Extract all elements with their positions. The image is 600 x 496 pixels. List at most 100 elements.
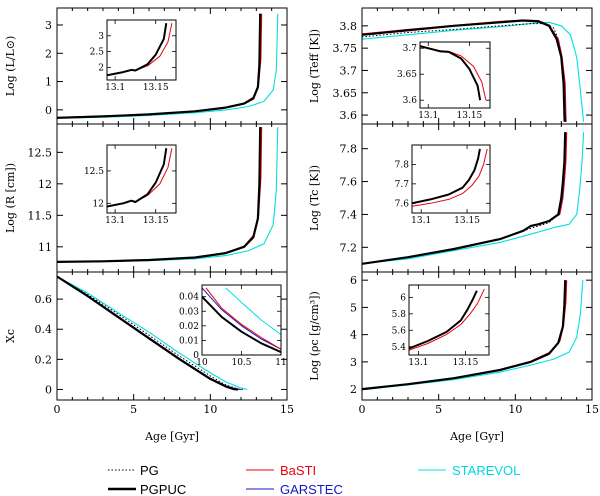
y-tick-label: 3.65 — [333, 87, 358, 100]
x-tick-label: 15 — [585, 403, 599, 416]
inset-frame — [106, 19, 177, 81]
series-line-pgpuc — [57, 127, 262, 263]
y-tick-label: 7.6 — [340, 176, 358, 189]
y-tick-label: 3.75 — [333, 42, 358, 55]
inset-y-tick-label: 3.6 — [403, 96, 418, 106]
y-axis-label: Xc — [4, 329, 17, 343]
series-line-pgpuc — [202, 296, 281, 354]
inset-y-tick-label: 3.7 — [403, 44, 418, 54]
panel-Xc: 0 5 10 15 Age [Gyr] 0 0.2 0.4 0.6 Xc 10 10.5 11 0 0.01… — [4, 271, 294, 443]
series-line-pgpuc — [409, 290, 478, 350]
y-axis-label: Log (ρc [g/cm³]) — [308, 291, 321, 381]
legend-label-basti: BaSTI — [280, 463, 316, 478]
series-line-basti — [412, 148, 488, 207]
y-tick-label: 0.2 — [35, 353, 53, 366]
x-tick-label: 10 — [508, 403, 522, 416]
inset-x-tick-label: 13.15 — [143, 216, 169, 226]
series-line-pgpuc — [57, 275, 239, 391]
inset-y-tick-label: 12.5 — [84, 167, 104, 177]
series-line-pgpuc — [362, 19, 566, 122]
panel-logTeff: 3.6 3.65 3.7 3.75 3.8 Log (Teff [K]) 13.1 13.15… — [308, 7, 593, 125]
x-tick-label: 15 — [280, 403, 294, 416]
y-tick-label: 7.4 — [340, 208, 358, 221]
inset-frame — [106, 144, 177, 214]
y-tick-label: 4 — [350, 329, 357, 342]
inset-Xc: 10 10.5 11 0 0.01 0.02 0.03 0.04 — [179, 284, 287, 368]
inset-y-tick-label: 2.5 — [90, 48, 105, 58]
inset-x-tick-label: 13.1 — [411, 216, 431, 226]
y-tick-label: 0.4 — [35, 323, 53, 336]
panel-logRhoc: 0 5 10 15 Age [Gyr] 2 3 4 5 6 Log (ρc [g/cm³]) 13.1… — [308, 271, 599, 443]
inset-x-tick-label: 10 — [196, 358, 208, 368]
inset-y-tick-label: 7.7 — [395, 180, 410, 190]
legend-label-starevol: STAREVOL — [452, 463, 520, 478]
series-line-pgpuc — [107, 148, 168, 208]
inset-x-tick-label: 10.5 — [231, 358, 251, 368]
inset-x-tick-label: 13.1 — [105, 216, 125, 226]
inset-x-tick-label: 13.15 — [457, 111, 483, 121]
y-tick-label: 7.2 — [340, 241, 358, 254]
inset-y-tick-label: 3.65 — [397, 70, 417, 80]
y-tick-label: 0.6 — [35, 293, 53, 306]
y-tick-label: 0 — [45, 383, 52, 396]
x-tick-label: 0 — [359, 403, 366, 416]
x-axis-label: Age [Gyr] — [144, 430, 199, 443]
inset-x-tick-label: 13.1 — [408, 358, 428, 368]
inset-x-tick-label: 13.15 — [143, 83, 169, 93]
inset-logTeff: 13.1 13.15 3.6 3.65 3.7 — [397, 41, 491, 121]
inset-frame — [411, 144, 491, 214]
y-tick-label: 2 — [350, 383, 357, 396]
inset-y-tick-label: 6 — [400, 293, 406, 303]
inset-y-tick-label: 2 — [98, 63, 104, 73]
inset-y-tick-label: 5.8 — [392, 310, 407, 320]
series-line-pgpuc — [107, 23, 168, 77]
x-tick-label: 10 — [203, 403, 217, 416]
series-line-pgpuc — [420, 45, 482, 101]
panel-logL: 0 1 2 3 Log (L/L⊙) 13.1 13.15 2 2.5 3 — [4, 7, 288, 125]
y-tick-label: 11 — [38, 241, 52, 254]
y-tick-label: 3.8 — [340, 20, 358, 33]
inset-frame — [201, 284, 282, 356]
y-axis-label: Log (L/L⊙) — [4, 36, 17, 97]
x-tick-label: 5 — [435, 403, 442, 416]
y-tick-label: 12.5 — [28, 146, 53, 159]
inset-y-tick-label: 3 — [98, 32, 104, 42]
inset-y-tick-label: 5.4 — [392, 343, 407, 353]
legend: PG PGPUC BaSTI GARSTEC STAREVOL — [108, 463, 520, 496]
inset-y-tick-label: 0.02 — [179, 322, 199, 332]
y-axis-label: Log (R [cm]) — [4, 163, 17, 233]
inset-y-tick-label: 12 — [93, 199, 104, 209]
inset-x-tick-label: 13.1 — [418, 111, 438, 121]
plot-frame — [56, 271, 288, 401]
y-axis-label: Log (Tc [K]) — [308, 165, 321, 231]
series-line-basti — [205, 287, 281, 350]
inset-frame — [408, 284, 490, 356]
panel-logTc: 7.2 7.4 7.6 7.8 Log (Tc [K]) 13.1 13.15 7.6 7.7 7… — [308, 123, 593, 273]
x-tick-label: 0 — [54, 403, 61, 416]
y-tick-label: 3.6 — [340, 109, 358, 122]
series-line-starevol — [362, 132, 585, 265]
inset-y-tick-label: 0.04 — [179, 293, 199, 303]
inset-y-tick-label: 0 — [193, 351, 199, 361]
series-line-pgpuc — [362, 132, 567, 265]
plot-frame — [361, 271, 593, 401]
legend-label-pgpuc: PGPUC — [140, 482, 186, 496]
series-line-pgpuc — [362, 280, 567, 391]
series-line-pgpuc — [412, 148, 481, 205]
inset-frame — [419, 41, 491, 109]
panel-logR: 11 11.5 12 12.5 Log (R [cm]) 13.1 13.15 12 12.5 — [4, 123, 288, 273]
y-tick-label: 3 — [45, 19, 52, 32]
series-line-starevol — [362, 21, 585, 122]
series-line-garstec — [202, 287, 281, 350]
inset-x-tick-label: 13.15 — [454, 216, 480, 226]
x-tick-label: 5 — [130, 403, 137, 416]
y-tick-label: 11.5 — [28, 209, 53, 222]
inset-y-tick-label: 0.03 — [179, 307, 199, 317]
y-tick-label: 3 — [350, 356, 357, 369]
y-tick-label: 12 — [38, 178, 52, 191]
inset-logR: 13.1 13.15 12 12.5 — [84, 144, 177, 226]
legend-label-pg: PG — [140, 463, 159, 478]
y-axis-label: Log (Teff [K]) — [308, 29, 321, 103]
inset-y-tick-label: 7.8 — [395, 160, 410, 170]
y-tick-label: 5 — [350, 301, 357, 314]
